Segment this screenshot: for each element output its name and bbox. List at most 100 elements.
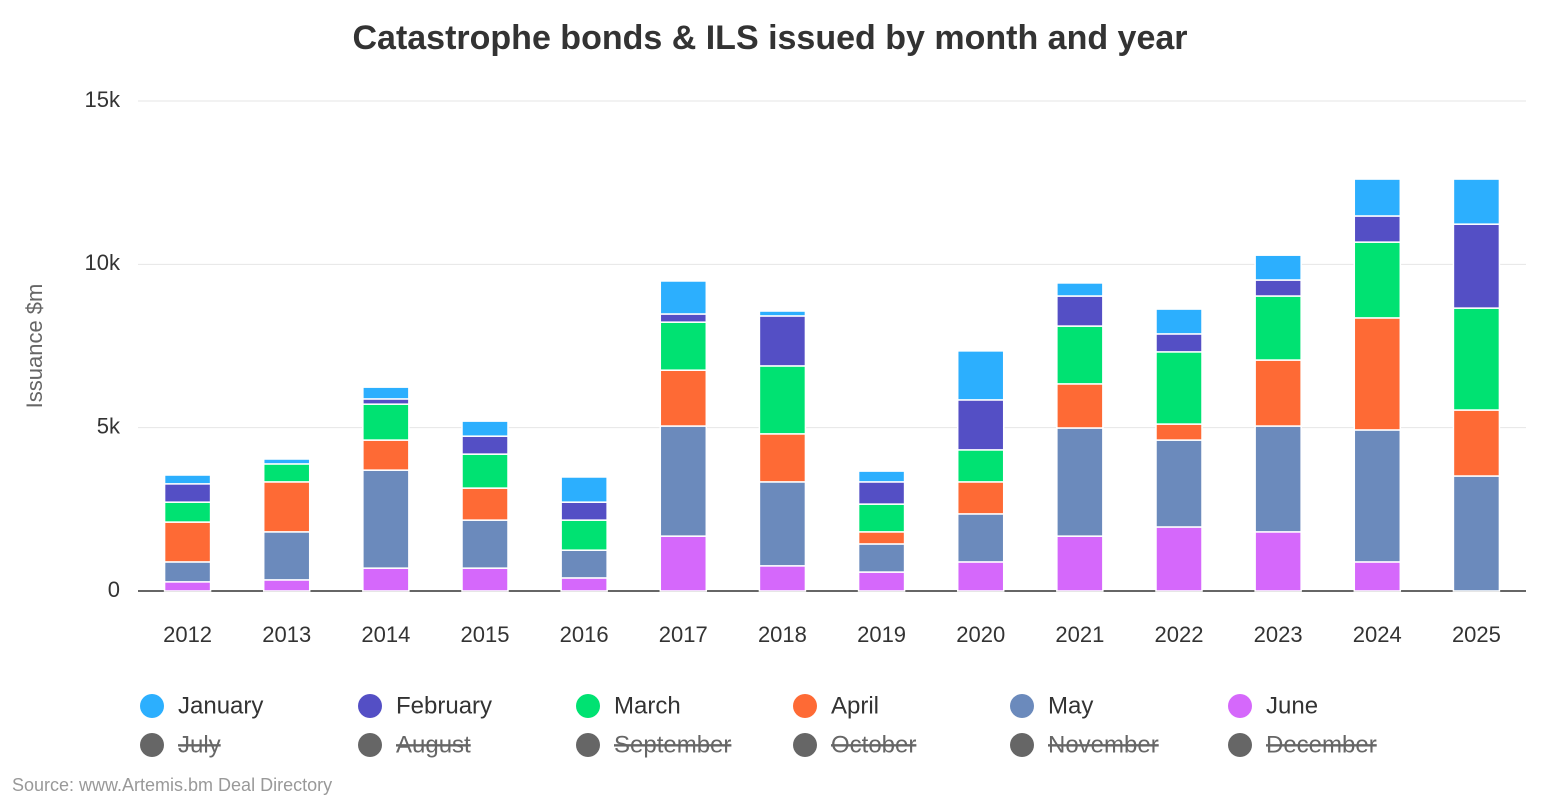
bar-segment: [758, 433, 807, 483]
bar-segment: [758, 365, 807, 435]
legend-marker: [140, 694, 164, 718]
legend-label: May: [1048, 692, 1093, 719]
legend-label-hidden: December: [1266, 731, 1377, 758]
bar-segment: [362, 439, 410, 471]
x-tick-label: 2019: [857, 622, 906, 647]
bar-segment: [1155, 423, 1203, 441]
bar-segment: [1155, 526, 1203, 592]
legend-marker-hidden: [358, 733, 382, 757]
x-tick-label: 2021: [1055, 622, 1104, 647]
legend-marker-hidden: [1228, 733, 1252, 757]
bar-segment: [1353, 241, 1402, 319]
y-tick-label: 0: [108, 577, 120, 602]
bar-segment: [758, 565, 807, 592]
x-tick-label: 2025: [1452, 622, 1501, 647]
bar-segment: [262, 463, 311, 483]
bar-segment: [758, 315, 807, 367]
legend-marker: [576, 694, 600, 718]
bar-segment: [659, 425, 708, 537]
bar-segment: [1155, 351, 1203, 425]
bar-segment: [956, 481, 1005, 515]
legend-marker: [358, 694, 382, 718]
legend-marker: [1010, 694, 1034, 718]
bar-segment: [1155, 308, 1203, 335]
y-axis-label: Issuance $m: [22, 284, 47, 409]
bar-segment: [1452, 475, 1501, 592]
bar-segment: [1452, 307, 1501, 411]
bar-segment: [461, 453, 509, 489]
legend-marker-hidden: [140, 733, 164, 757]
bar-segment: [1353, 317, 1402, 431]
bar-segment: [163, 501, 212, 523]
legend-label: March: [614, 692, 681, 719]
bar-segment: [758, 310, 807, 317]
bar-segment: [659, 313, 708, 323]
bar-segment: [1056, 295, 1104, 327]
bar-segment: [1254, 359, 1302, 427]
source: Source: www.Artemis.bm Deal Directory: [12, 775, 332, 795]
bar-segment: [163, 581, 212, 592]
x-tick-label: 2016: [560, 622, 609, 647]
bar-segment: [956, 561, 1005, 592]
legend-label: June: [1266, 692, 1318, 719]
x-tick-label: 2020: [956, 622, 1005, 647]
x-tick-label: 2024: [1353, 622, 1402, 647]
bar-segment: [857, 531, 906, 545]
bar-segment: [857, 470, 906, 483]
bar-segment: [857, 481, 906, 505]
legend-label-hidden: October: [831, 731, 916, 758]
legend-label-hidden: July: [178, 731, 221, 758]
bar-segment: [461, 420, 509, 437]
bar-segment: [1353, 215, 1402, 243]
bar-segment: [1452, 223, 1501, 309]
bar-segment: [362, 403, 410, 441]
x-tick-label: 2017: [659, 622, 708, 647]
legend-marker-hidden: [1010, 733, 1034, 757]
x-tick-label: 2023: [1254, 622, 1303, 647]
x-tick-label: 2022: [1155, 622, 1204, 647]
legend-marker-hidden: [793, 733, 817, 757]
x-tick-label: 2018: [758, 622, 807, 647]
bar-segment: [857, 571, 906, 592]
x-tick-label: 2015: [461, 622, 510, 647]
bar-segment: [1254, 425, 1302, 533]
chart-title: Catastrophe bonds & ILS issued by month …: [352, 19, 1187, 57]
x-tick-label: 2014: [361, 622, 410, 647]
bar-segment: [1254, 279, 1302, 297]
bar-segment: [659, 369, 708, 427]
bar-segment: [1254, 295, 1302, 361]
bar-segment: [461, 487, 509, 521]
bar-segment: [1056, 325, 1104, 385]
bar-segment: [163, 483, 212, 503]
legend-label-hidden: August: [396, 731, 471, 758]
legend-marker-hidden: [576, 733, 600, 757]
bar-segment: [262, 531, 311, 581]
bar-segment: [362, 567, 410, 592]
bar-segment: [857, 543, 906, 573]
legend-label: January: [178, 692, 263, 719]
bar-segment: [1452, 409, 1501, 477]
bar-segment: [560, 501, 608, 521]
bar-segment: [163, 521, 212, 563]
bar-segment: [262, 481, 311, 533]
legend-label: April: [831, 692, 879, 719]
bar-segment: [461, 519, 509, 569]
bar-segment: [560, 519, 608, 551]
bar-segment: [1353, 178, 1402, 217]
bar-segment: [1056, 282, 1104, 297]
x-tick-label: 2012: [163, 622, 212, 647]
y-tick-label: 10k: [85, 250, 121, 275]
bar-segment: [163, 474, 212, 485]
bar-segment: [362, 398, 410, 405]
bar-segment: [659, 280, 708, 315]
bar-segment: [163, 561, 212, 583]
bar-segment: [956, 399, 1005, 451]
bar-segment: [560, 577, 608, 592]
y-tick-label: 15k: [85, 87, 121, 112]
bar-segment: [1155, 333, 1203, 353]
bar-segment: [560, 549, 608, 579]
bar-segment: [758, 481, 807, 567]
bar-segment: [1056, 383, 1104, 429]
bar-segment: [262, 579, 311, 592]
